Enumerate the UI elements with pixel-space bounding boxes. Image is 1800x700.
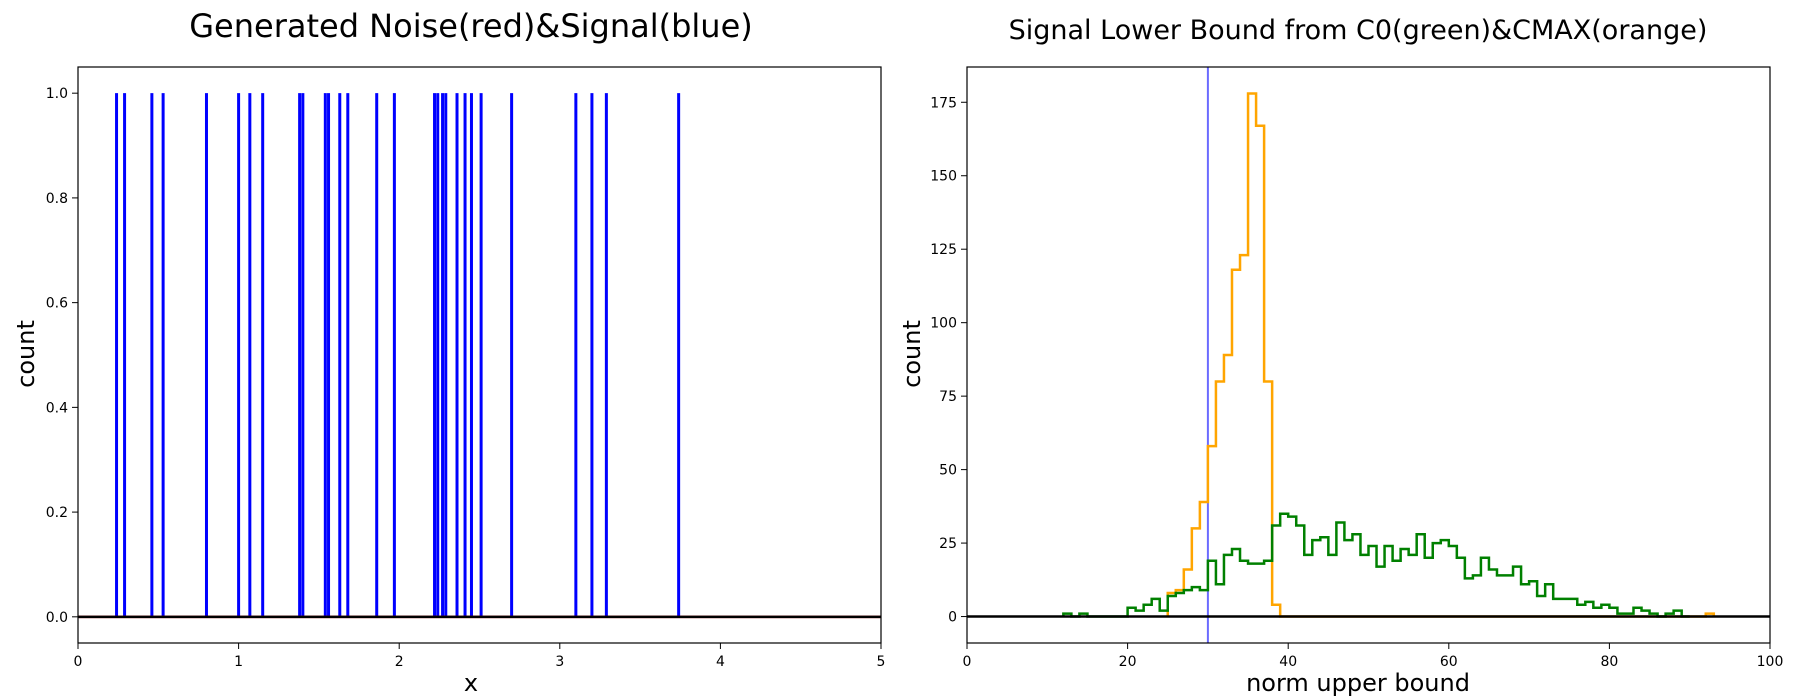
y-axis-label: count <box>12 320 40 388</box>
y-tick-label: 0.0 <box>46 610 68 626</box>
x-tick-label: 40 <box>1279 654 1297 670</box>
y-tick-label: 50 <box>939 463 957 479</box>
x-tick-label: 80 <box>1600 654 1618 670</box>
y-tick-label: 150 <box>930 169 957 185</box>
x-axis-label: x <box>464 669 478 697</box>
x-axis-label: norm upper bound <box>1246 669 1470 697</box>
x-tick-label: 1 <box>234 654 243 670</box>
histogram-series-1 <box>1062 512 1690 618</box>
y-tick-label: 125 <box>930 242 957 258</box>
x-tick-label: 2 <box>395 654 404 670</box>
chart-title: Generated Noise(red)&Signal(blue) <box>189 7 753 45</box>
x-tick-label: 5 <box>877 654 886 670</box>
axes-frame <box>77 66 882 644</box>
x-tick-label: 4 <box>716 654 725 670</box>
x-tick-label: 60 <box>1440 654 1458 670</box>
x-tick-label: 0 <box>74 654 83 670</box>
y-tick-label: 1.0 <box>46 86 68 102</box>
y-tick-label: 100 <box>930 316 957 332</box>
x-tick-label: 100 <box>1757 654 1784 670</box>
y-tick-label: 0.2 <box>46 505 68 521</box>
y-tick-label: 0.6 <box>46 296 68 312</box>
chart-title: Signal Lower Bound from C0(green)&CMAX(o… <box>1009 15 1708 46</box>
y-tick-label: 175 <box>930 95 957 111</box>
y-tick-label: 25 <box>939 536 957 552</box>
y-axis-label: count <box>898 320 926 388</box>
y-tick-label: 0.4 <box>46 400 68 416</box>
y-tick-label: 0 <box>948 610 957 626</box>
x-tick-label: 20 <box>1119 654 1137 670</box>
axes-frame <box>966 66 1771 644</box>
y-tick-label: 0.8 <box>46 191 68 207</box>
chart-signal-noise: Generated Noise(red)&Signal(blue) 0 1 2 3 4 5… <box>12 7 885 697</box>
x-tick-label: 3 <box>555 654 564 670</box>
y-tick-label: 75 <box>939 389 957 405</box>
chart-signal-lower-bound: Signal Lower Bound from C0(green)&CMAX(o… <box>898 15 1783 697</box>
x-tick-label: 0 <box>963 654 972 670</box>
